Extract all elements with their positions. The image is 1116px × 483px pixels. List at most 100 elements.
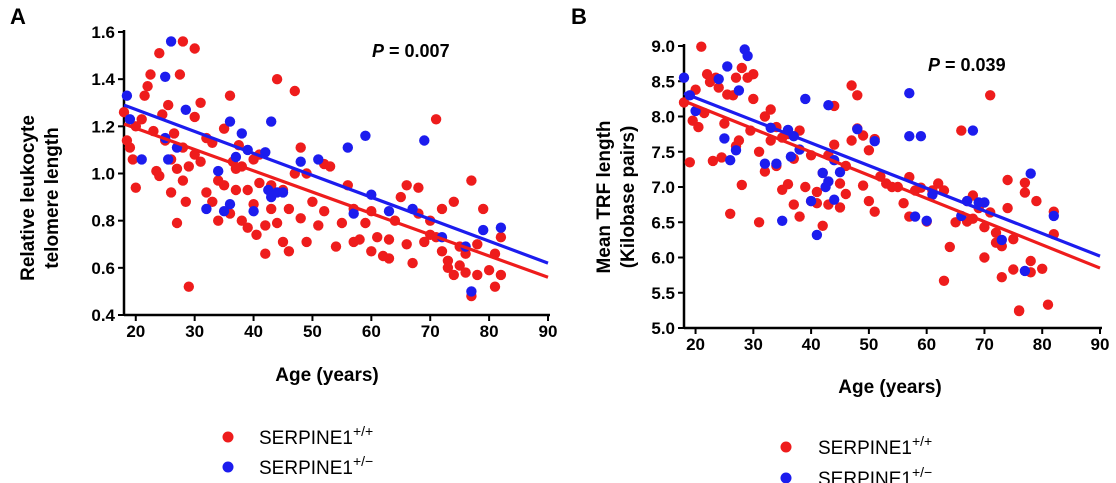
panel-a-point-wildtype [495, 269, 507, 281]
panel-b-point-wildtype [834, 178, 846, 189]
panel-a-point-wildtype [251, 229, 262, 240]
legend-b-het-label: SERPINE1+/− [818, 464, 932, 483]
panel-a-point-wildtype [174, 69, 186, 80]
panel-b-point-heterozygous [823, 176, 834, 187]
panel-a-point-heterozygous [277, 187, 289, 198]
panel-a-point-heterozygous [218, 206, 230, 217]
panel-b-point-wildtype [693, 121, 704, 133]
panel-b-x-tick-label: 80 [1033, 335, 1052, 354]
panel-b-point-wildtype [1042, 299, 1054, 310]
panel-b-y-axis-label: Mean TRF length (Kilobase pairs) [594, 120, 639, 273]
panel-b-point-heterozygous [834, 167, 846, 178]
panel-a-label: A [10, 4, 26, 29]
panel-b-point-heterozygous [829, 194, 840, 205]
panel-a-point-wildtype [195, 156, 206, 167]
panel-a-point-wildtype [495, 232, 507, 243]
panel-a-point-wildtype [283, 203, 295, 215]
panel-a-point-wildtype [218, 180, 230, 191]
panel-b-point-heterozygous [996, 234, 1007, 246]
panel-a-point-wildtype [127, 154, 138, 165]
panel-a-point-heterozygous [360, 130, 371, 141]
panel-a-point-wildtype [372, 232, 383, 243]
panel-b-point-wildtype [933, 178, 944, 189]
panel-a-x-tick-label: 30 [185, 322, 204, 341]
panel-a-point-wildtype [171, 217, 183, 229]
panel-a-point-heterozygous [165, 36, 177, 47]
panel-a-point-wildtype [330, 241, 342, 252]
panel-b-point-heterozygous [777, 215, 788, 226]
panel-b-point-heterozygous [678, 72, 690, 83]
panel-a-point-wildtype [383, 234, 395, 245]
panel-b-point-wildtype [782, 179, 794, 190]
panel-b-point-wildtype [748, 93, 759, 105]
panel-b-y-tick-label: 5.5 [651, 284, 675, 303]
panel-a-y-tick-label: 1.4 [91, 70, 115, 89]
panel-b-point-wildtype [794, 211, 805, 222]
legend-b-wildtype-label: SERPINE1+/+ [818, 433, 932, 459]
panel-b-point-wildtype [1019, 177, 1031, 188]
panel-a-ylabel-line2: telomere length [42, 127, 63, 268]
panel-b-x-tick-label: 60 [917, 335, 936, 354]
panel-a-point-wildtype [295, 142, 306, 153]
panel-a-point-wildtype [177, 175, 189, 186]
panel-a-point-wildtype [242, 222, 253, 233]
panel-b-series-heterozygous [678, 44, 1060, 277]
panel-b-y-tick-label: 6.5 [651, 213, 675, 232]
panel-a-point-heterozygous [266, 116, 277, 127]
panel-a-point-heterozygous [160, 71, 171, 83]
panel-a-y-tick-label: 0.8 [91, 212, 115, 231]
panel-a-y-tick-label: 1.0 [91, 165, 115, 184]
panel-b-point-heterozygous [852, 124, 863, 135]
panel-a-y-tick-label: 0.6 [91, 259, 115, 278]
panel-a-point-wildtype [189, 111, 200, 123]
panel-b-y-tick-label: 9.0 [651, 37, 675, 56]
panel-a-point-wildtype [213, 215, 224, 226]
panel-a-point-wildtype [301, 236, 312, 248]
panel-b-point-heterozygous [817, 167, 828, 179]
panel-a-y-tick-label: 1.2 [91, 117, 115, 136]
panel-b-point-wildtype [990, 227, 1002, 238]
panel-b-point-heterozygous [759, 158, 771, 169]
panel-a-point-wildtype [266, 203, 277, 215]
panel-b-x-tick-label: 30 [744, 335, 763, 354]
panel-b-point-wildtype [979, 222, 990, 233]
panel-b-point-heterozygous [719, 133, 730, 144]
panel-b-point-heterozygous [725, 155, 736, 166]
panel-b-point-wildtype [736, 179, 747, 191]
panel-a-point-wildtype [201, 187, 212, 198]
panel-b-point-heterozygous [904, 131, 915, 142]
panel-b-point-wildtype [1008, 264, 1019, 275]
panel-b-label: B [571, 4, 587, 29]
panel-b-x-tick-label: 40 [802, 335, 821, 354]
panel-b-point-heterozygous [823, 100, 834, 111]
panel-b-point-wildtype [733, 135, 745, 146]
legend-panel-a: SERPINE1+/+ SERPINE1+/− [222, 423, 373, 479]
panel-a-x-tick-label: 40 [244, 322, 263, 341]
panel-a-point-wildtype [319, 206, 330, 217]
panel-a-point-wildtype [180, 196, 191, 207]
panel-a-point-heterozygous [236, 128, 247, 139]
panel-a-point-wildtype [407, 257, 418, 269]
panel-b-point-wildtype [898, 198, 909, 209]
panel-b-point-wildtype [719, 118, 730, 129]
panel-b-y-tick-label: 7.5 [651, 143, 675, 162]
panel-a-point-wildtype [183, 281, 194, 292]
panel-a-point-wildtype [336, 217, 348, 229]
panel-a-fit-line-heterozygous [123, 103, 549, 265]
panel-a-point-wildtype [165, 187, 177, 198]
panel-b-point-heterozygous [1025, 168, 1036, 179]
panel-a-point-wildtype [271, 74, 283, 85]
panel-b-fit-line-heterozygous [683, 91, 1101, 258]
panel-b-x-tick-label: 50 [859, 335, 878, 354]
panel-a-x-tick-label: 90 [539, 322, 558, 341]
panel-b-point-wildtype [956, 125, 967, 136]
panel-b-point-heterozygous [869, 136, 880, 147]
legend-a-het-marker [222, 461, 234, 473]
panel-a-series-wildtype [118, 36, 507, 302]
panel-a-point-wildtype [195, 97, 206, 109]
panel-b-point-heterozygous [742, 50, 753, 62]
panel-a-point-heterozygous [348, 208, 359, 219]
panel-a-point-wildtype [360, 217, 371, 229]
legend-b-het-marker [780, 472, 792, 483]
panel-a-point-wildtype [454, 260, 465, 271]
